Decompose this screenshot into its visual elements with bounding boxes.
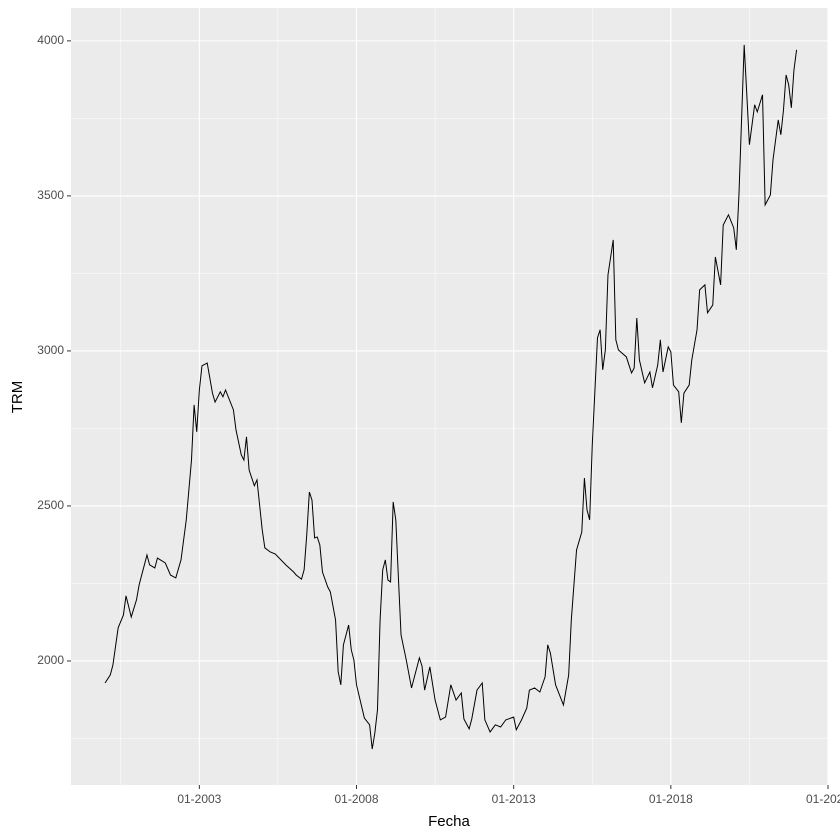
line bbox=[104, 44, 798, 750]
x-axis-title: Fecha bbox=[428, 813, 470, 830]
y-tick-label: 3000 bbox=[37, 343, 64, 357]
y-axis-title: TRM bbox=[9, 381, 26, 414]
y-tick-label: 4000 bbox=[37, 33, 64, 47]
panel bbox=[71, 8, 828, 785]
x-tick-label: 01-2013 bbox=[492, 792, 536, 806]
x-tick-label: 01-2003 bbox=[177, 792, 221, 806]
x-tick-label: 01-2018 bbox=[649, 792, 693, 806]
y-tick-label: 2500 bbox=[37, 498, 64, 512]
x-tick-label: 01-2008 bbox=[334, 792, 378, 806]
y-tick-label: 3500 bbox=[37, 188, 64, 202]
y-tick-label: 2000 bbox=[37, 653, 64, 667]
x-tick-label: 01-2023 bbox=[806, 792, 840, 806]
